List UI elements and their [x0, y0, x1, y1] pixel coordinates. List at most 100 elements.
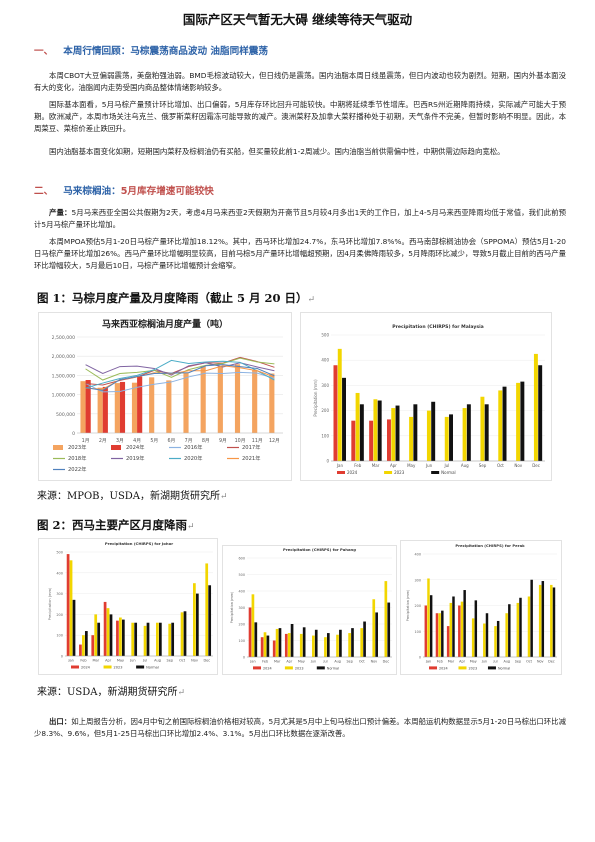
section1-number: 一、 [34, 46, 54, 57]
bar-2023 [180, 612, 184, 656]
legend-swatch [431, 471, 440, 474]
bar-2023年 [149, 377, 155, 433]
bar-Normal [121, 619, 125, 656]
bar-Normal [351, 628, 354, 657]
bar-Normal [266, 635, 270, 657]
x-tick-label: Jan [67, 659, 73, 663]
bar-2023 [82, 635, 85, 656]
bar-Normal [496, 620, 500, 657]
y-axis-label: Precipitation (mm) [230, 591, 234, 623]
bar-Normal [302, 627, 306, 657]
x-tick-label: Nov [537, 659, 544, 663]
bar-2023 [527, 596, 531, 657]
bar-2023 [143, 625, 147, 656]
x-tick-label: Sep [167, 659, 174, 663]
bar-Normal [339, 629, 342, 657]
bar-Normal [183, 611, 187, 656]
x-tick-label: 4月 [133, 438, 141, 444]
bar-2024年 [85, 380, 91, 433]
bar-2023 [480, 396, 485, 461]
line-2018年 [85, 357, 275, 381]
x-tick-label: 3月 [116, 438, 124, 444]
bar-2024 [446, 626, 450, 657]
legend-swatch [429, 666, 437, 670]
bar-2023 [360, 628, 364, 657]
line-2016年 [85, 371, 275, 393]
figure1-source: 来源：MPOB，USDA，新湖期货研究所↵ [37, 491, 228, 502]
bar-Normal [466, 404, 471, 461]
x-tick-label: Sep [479, 463, 487, 468]
x-tick-label: May [117, 659, 124, 663]
bar-2023 [94, 614, 98, 656]
x-tick-label: Aug [154, 659, 161, 663]
y-tick-label: 400 [239, 590, 245, 594]
bar-2023 [275, 628, 279, 657]
bar-2023 [299, 633, 303, 657]
legend-label: 2024 [347, 470, 358, 475]
chart-title: Precipitation (CHIRPS) for Perak [455, 543, 525, 548]
section2-paragraph-1: 产量：5月马来西亚全国公共假期为2天，考虑4月马来西亚2天假期为开斋节且5月较4… [34, 207, 566, 231]
bar-Normal [326, 633, 330, 657]
x-tick-label: Jun [481, 659, 487, 663]
legend-label: 2017年 [242, 443, 260, 451]
x-tick-label: 11月 [252, 438, 263, 444]
bar-Normal [387, 602, 391, 657]
bar-Normal [158, 622, 162, 656]
bar-2023 [471, 618, 475, 657]
bar-Normal [395, 405, 400, 461]
legend-label: 2021年 [242, 454, 260, 462]
x-tick-label: 9月 [219, 438, 227, 444]
bar-2023 [156, 622, 159, 656]
bar-2024 [351, 420, 356, 461]
x-tick-label: Mar [93, 659, 100, 663]
line-2022年 [85, 364, 275, 391]
legend-label: 2023 [394, 470, 405, 475]
section2-heading: 二、 马来棕榈油：5月库存增速可能较快 [34, 183, 214, 197]
y-tick-label: 100 [415, 630, 421, 634]
y-tick-label: 100 [239, 639, 245, 643]
y-tick-label: 0 [243, 656, 245, 660]
bar-2023 [391, 408, 396, 461]
x-tick-label: Jul [322, 659, 327, 663]
malaysia-precip-svg: Precipitation (CHIRPS) for Malaysia 0 100 2… [313, 324, 545, 475]
y-tick-label: 500 [239, 573, 245, 577]
chart-pahang-precip: Precipitation (CHIRPS) for Pahang 0 100 200… [222, 545, 397, 675]
bar-2023 [449, 602, 453, 657]
figure1-caption: 图 1：马棕月度产量及月度降雨（截止 5 月 20 日）↵ [37, 291, 316, 305]
bar-2023 [533, 353, 538, 461]
bar-Normal [72, 599, 76, 656]
bar-Normal [449, 414, 453, 461]
x-tick-label: Mar [372, 463, 380, 468]
legend-swatch [384, 471, 393, 474]
y-tick-label: 2,000,000 [52, 354, 75, 360]
perak-precip-svg: Precipitation (CHIRPS) for Perak 0 100 200 3… [406, 543, 557, 670]
y-tick-label: 600 [239, 557, 245, 561]
bar-2024年 [102, 386, 108, 433]
bar-2024 [435, 613, 439, 657]
section1-heading: 一、 本周行情回顾：马棕震荡商品波动 油脂同样震荡 [34, 43, 268, 57]
y-tick-label: 200 [239, 623, 245, 627]
bar-2023 [483, 623, 486, 657]
x-tick-label: Apr [105, 659, 112, 663]
bar-2024 [272, 640, 276, 657]
bar-2023 [498, 390, 503, 461]
x-tick-label: Jul [444, 463, 450, 468]
export-lead: 出口： [49, 717, 72, 726]
x-tick-label: Oct [526, 659, 533, 663]
bar-2023 [444, 416, 449, 461]
figure2-source: 来源：USDA，新湖期货研究所↵ [37, 687, 186, 698]
bar-2023年 [252, 369, 258, 433]
legend-label: 2019年 [126, 454, 144, 462]
x-tick-label: 7月 [185, 438, 193, 444]
x-tick-label: Jan [336, 463, 344, 468]
bar-Normal [363, 621, 366, 657]
bar-2023 [251, 594, 255, 657]
chart-title: 马来西亚棕榈油月度产量（吨） [102, 318, 228, 330]
x-tick-label: Feb [437, 659, 443, 663]
x-tick-label: 1月 [82, 438, 90, 444]
section2-paragraph-3: 出口：如上周报告分析，因4月中旬之前国际棕榈油价格相对较高，5月尤其是5月中上旬… [34, 716, 566, 740]
bar-Normal [342, 377, 346, 461]
bar-2024 [284, 633, 288, 657]
legend-swatch [103, 665, 112, 669]
bar-2023 [205, 563, 209, 656]
